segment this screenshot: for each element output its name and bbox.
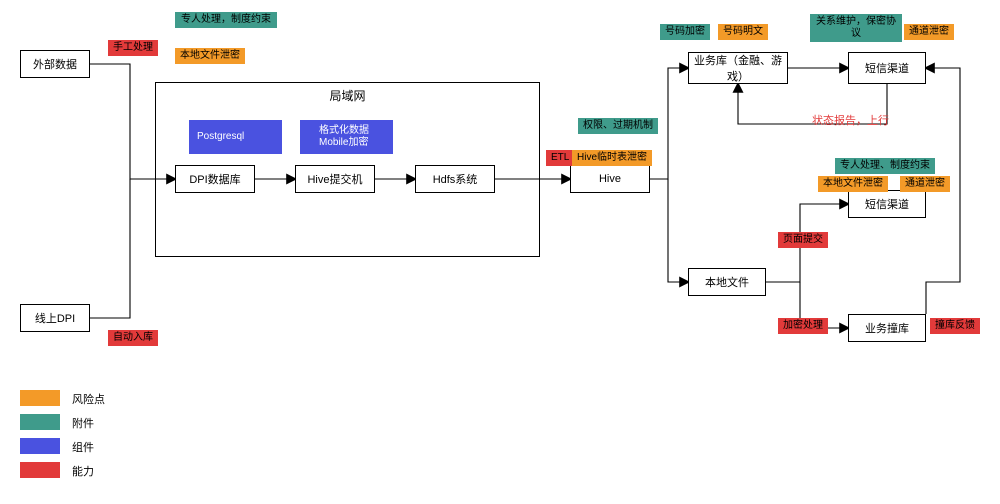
tag-t_chleak1: 通道泄密 — [904, 24, 954, 40]
node-submit: Hive提交机 — [295, 165, 375, 193]
tag-t_encproc: 加密处理 — [778, 318, 828, 334]
node-online: 线上DPI — [20, 304, 90, 332]
tag-t_ded2: 专人处理、制度约束 — [835, 158, 935, 174]
component-tag-fmt: 格式化数据 Mobile加密 — [300, 120, 393, 154]
legend-swatch-risk — [20, 390, 60, 406]
edge — [668, 179, 688, 282]
tag-t_chleak2: 通道泄密 — [900, 176, 950, 192]
tag-t_dedicated1: 专人处理，制度约束 — [175, 12, 277, 28]
tag-t_rel: 关系维护，保密协议 — [810, 14, 902, 42]
legend-swatch-ability — [20, 462, 60, 478]
node-hive: Hive — [570, 165, 650, 193]
node-biz: 业务库（金融、游戏） — [688, 52, 788, 84]
legend-label-attach: 附件 — [72, 415, 94, 431]
legend-label-comp: 组件 — [72, 439, 94, 455]
component-tag-pg: Postgresql — [189, 120, 282, 154]
node-sms2: 短信渠道 — [848, 190, 926, 218]
node-ext: 外部数据 — [20, 50, 90, 78]
label-p_status: 状态报告，上行 — [812, 112, 889, 128]
tag-t_manual: 手工处理 — [108, 40, 158, 56]
tag-t_page: 页面提交 — [778, 232, 828, 248]
tag-t_hive_tmp: Hive临时表泄密 — [572, 150, 652, 166]
node-hitdb: 业务撞库 — [848, 314, 926, 342]
edge — [90, 179, 130, 318]
tag-t_enc: 号码加密 — [660, 24, 710, 40]
tag-t_localleak2: 本地文件泄密 — [818, 176, 888, 192]
tag-t_etl: ETL — [546, 150, 574, 166]
lan-container-title: 局域网 — [329, 87, 365, 104]
node-dpi: DPI数据库 — [175, 165, 255, 193]
legend-swatch-comp — [20, 438, 60, 454]
tag-t_perm: 权限、过期机制 — [578, 118, 658, 134]
node-hdfs: Hdfs系统 — [415, 165, 495, 193]
legend-label-risk: 风险点 — [72, 391, 105, 407]
tag-t_auto: 自动入库 — [108, 330, 158, 346]
legend-label-ability: 能力 — [72, 463, 94, 479]
tag-t_plain: 号码明文 — [718, 24, 768, 40]
tag-t_hitfb: 撞库反馈 — [930, 318, 980, 334]
node-local: 本地文件 — [688, 268, 766, 296]
node-sms1: 短信渠道 — [848, 52, 926, 84]
legend-swatch-attach — [20, 414, 60, 430]
tag-t_localleak1: 本地文件泄密 — [175, 48, 245, 64]
